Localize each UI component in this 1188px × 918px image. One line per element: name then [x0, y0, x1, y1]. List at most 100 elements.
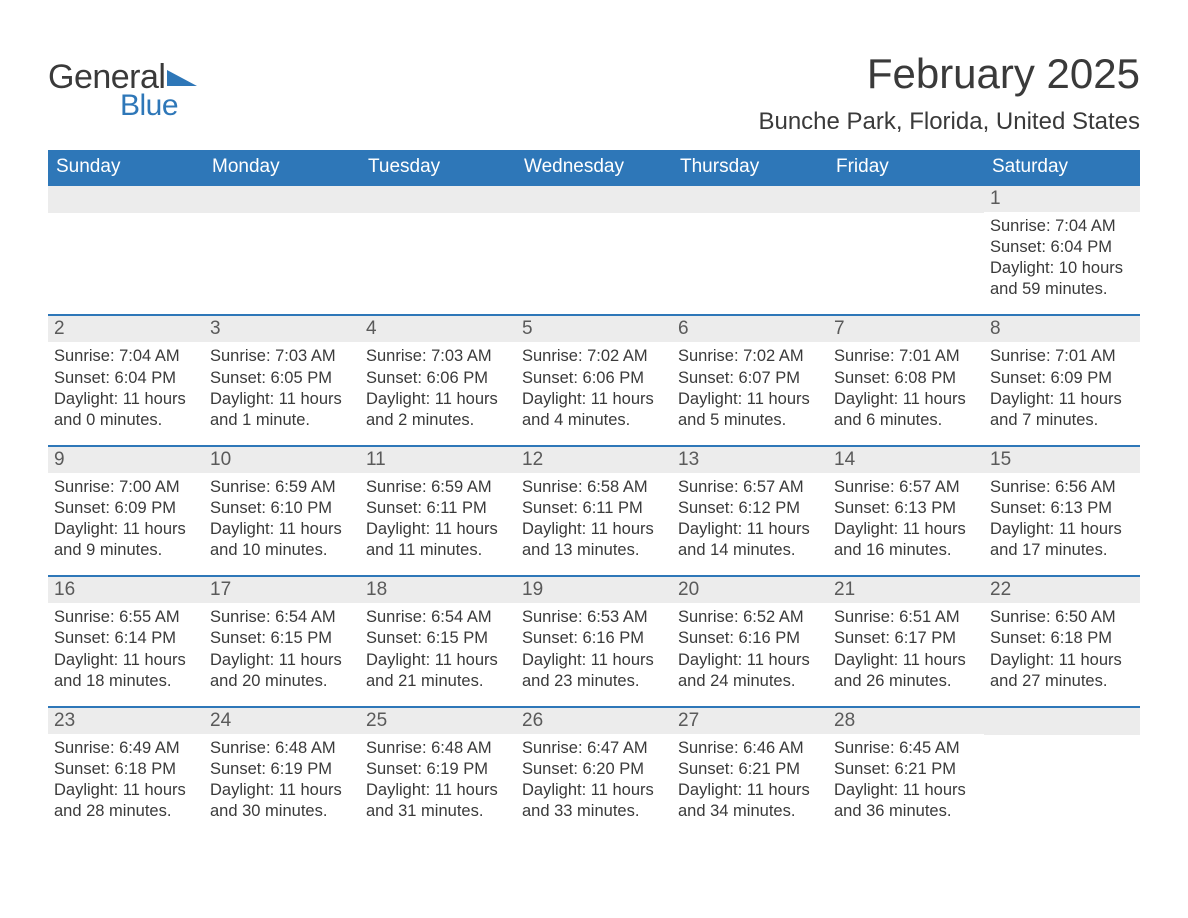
day-of-week-header: SundayMondayTuesdayWednesdayThursdayFrid…: [48, 150, 1140, 184]
day-body: Sunrise: 7:01 AMSunset: 6:09 PMDaylight:…: [984, 342, 1140, 430]
sunset-text: Sunset: 6:04 PM: [990, 237, 1134, 258]
day-number-bar: 21: [828, 577, 984, 603]
sunrise-text: Sunrise: 6:59 AM: [210, 477, 354, 498]
day-number: 20: [678, 579, 699, 600]
sunset-text: Sunset: 6:09 PM: [54, 498, 198, 519]
sunset-text: Sunset: 6:21 PM: [678, 759, 822, 780]
day-cell: 24 Sunrise: 6:48 AMSunset: 6:19 PMDayligh…: [204, 708, 360, 836]
daylight-text: Daylight: 11 hours and 9 minutes.: [54, 519, 198, 561]
daylight-text: Daylight: 11 hours and 11 minutes.: [366, 519, 510, 561]
day-number: 24: [210, 710, 231, 731]
daylight-text: Daylight: 11 hours and 17 minutes.: [990, 519, 1134, 561]
title-block: February 2025 Bunche Park, Florida, Unit…: [758, 50, 1140, 136]
daylight-text: Daylight: 11 hours and 16 minutes.: [834, 519, 978, 561]
day-number-bar: 1: [984, 186, 1140, 212]
sunrise-text: Sunrise: 6:46 AM: [678, 738, 822, 759]
day-body: Sunrise: 7:04 AMSunset: 6:04 PMDaylight:…: [48, 342, 204, 430]
day-cell: [48, 186, 204, 314]
daylight-text: Daylight: 11 hours and 20 minutes.: [210, 650, 354, 692]
day-number: 13: [678, 449, 699, 470]
day-cell: 25Sunrise: 6:48 AMSunset: 6:19 PMDayligh…: [360, 708, 516, 836]
day-cell: [672, 186, 828, 314]
day-number-bar: 28: [828, 708, 984, 734]
day-body: Sunrise: 6:57 AMSunset: 6:12 PMDaylight:…: [672, 473, 828, 561]
daylight-text: Daylight: 11 hours and 34 minutes.: [678, 780, 822, 822]
sunset-text: Sunset: 6:19 PM: [366, 759, 510, 780]
logo-text-blue: Blue: [120, 89, 178, 123]
day-number-bar: 5: [516, 316, 672, 342]
day-cell: 20Sunrise: 6:52 AMSunset: 6:16 PMDayligh…: [672, 577, 828, 705]
day-cell: 4 Sunrise: 7:03 AMSunset: 6:06 PMDaylight…: [360, 316, 516, 444]
day-cell: [984, 708, 1140, 836]
day-number: 23: [54, 710, 75, 731]
month-title: February 2025: [758, 50, 1140, 98]
day-number: 2: [54, 318, 65, 339]
day-cell: 7Sunrise: 7:01 AMSunset: 6:08 PMDaylight…: [828, 316, 984, 444]
day-number: 26: [522, 710, 543, 731]
day-cell: 17 Sunrise: 6:54 AMSunset: 6:15 PMDayligh…: [204, 577, 360, 705]
sunset-text: Sunset: 6:14 PM: [54, 628, 198, 649]
day-number-bar: 25: [360, 708, 516, 734]
sunrise-text: Sunrise: 6:53 AM: [522, 607, 666, 628]
day-cell: [204, 186, 360, 314]
sunrise-text: Sunrise: 7:02 AM: [678, 346, 822, 367]
sunrise-text: Sunrise: 6:48 AM: [366, 738, 510, 759]
empty-day-bar: [672, 186, 828, 213]
day-number: 4: [366, 318, 377, 339]
logo: General Blue: [48, 50, 197, 123]
day-cell: 13 Sunrise: 6:57 AMSunset: 6:12 PMDayligh…: [672, 447, 828, 575]
daylight-text: Daylight: 11 hours and 5 minutes.: [678, 389, 822, 431]
daylight-text: Daylight: 11 hours and 1 minute.: [210, 389, 354, 431]
sunrise-text: Sunrise: 6:45 AM: [834, 738, 978, 759]
day-body: Sunrise: 6:53 AMSunset: 6:16 PMDaylight:…: [516, 603, 672, 691]
daylight-text: Daylight: 11 hours and 14 minutes.: [678, 519, 822, 561]
day-cell: 6Sunrise: 7:02 AMSunset: 6:07 PMDaylight…: [672, 316, 828, 444]
sunrise-text: Sunrise: 6:57 AM: [678, 477, 822, 498]
sunrise-text: Sunrise: 6:59 AM: [366, 477, 510, 498]
dow-cell: Tuesday: [360, 150, 516, 184]
day-number: 1: [990, 188, 1001, 209]
day-number-bar: 23: [48, 708, 204, 734]
sunrise-text: Sunrise: 6:58 AM: [522, 477, 666, 498]
empty-day-bar: [48, 186, 204, 213]
dow-cell: Sunday: [48, 150, 204, 184]
sunset-text: Sunset: 6:15 PM: [366, 628, 510, 649]
sunset-text: Sunset: 6:04 PM: [54, 368, 198, 389]
sunset-text: Sunset: 6:07 PM: [678, 368, 822, 389]
day-number: 19: [522, 579, 543, 600]
daylight-text: Daylight: 11 hours and 0 minutes.: [54, 389, 198, 431]
day-number-bar: 24: [204, 708, 360, 734]
day-number: 17: [210, 579, 231, 600]
sunrise-text: Sunrise: 7:04 AM: [990, 216, 1134, 237]
day-body: Sunrise: 6:55 AMSunset: 6:14 PMDaylight:…: [48, 603, 204, 691]
day-number: 22: [990, 579, 1011, 600]
sunset-text: Sunset: 6:10 PM: [210, 498, 354, 519]
week-row: 23Sunrise: 6:49 AMSunset: 6:18 PMDayligh…: [48, 706, 1140, 836]
day-body: Sunrise: 6:48 AMSunset: 6:19 PMDaylight:…: [204, 734, 360, 822]
sunrise-text: Sunrise: 7:03 AM: [210, 346, 354, 367]
week-row: 1Sunrise: 7:04 AMSunset: 6:04 PMDaylight…: [48, 184, 1140, 314]
sunset-text: Sunset: 6:13 PM: [834, 498, 978, 519]
day-body: Sunrise: 6:46 AMSunset: 6:21 PMDaylight:…: [672, 734, 828, 822]
day-cell: 1Sunrise: 7:04 AMSunset: 6:04 PMDaylight…: [984, 186, 1140, 314]
day-body: Sunrise: 6:59 AMSunset: 6:11 PMDaylight:…: [360, 473, 516, 561]
day-body: Sunrise: 6:45 AMSunset: 6:21 PMDaylight:…: [828, 734, 984, 822]
sunrise-text: Sunrise: 7:01 AM: [834, 346, 978, 367]
location-subtitle: Bunche Park, Florida, United States: [758, 108, 1140, 136]
day-number-bar: 15: [984, 447, 1140, 473]
sunrise-text: Sunrise: 6:55 AM: [54, 607, 198, 628]
day-number: 25: [366, 710, 387, 731]
day-cell: 8Sunrise: 7:01 AMSunset: 6:09 PMDaylight…: [984, 316, 1140, 444]
day-body: Sunrise: 7:03 AMSunset: 6:06 PMDaylight:…: [360, 342, 516, 430]
day-number-bar: 16: [48, 577, 204, 603]
day-body: Sunrise: 6:54 AMSunset: 6:15 PMDaylight:…: [204, 603, 360, 691]
day-cell: 22Sunrise: 6:50 AMSunset: 6:18 PMDayligh…: [984, 577, 1140, 705]
sunset-text: Sunset: 6:16 PM: [522, 628, 666, 649]
day-number: 14: [834, 449, 855, 470]
weeks-container: 1Sunrise: 7:04 AMSunset: 6:04 PMDaylight…: [48, 184, 1140, 836]
day-number-bar: 3: [204, 316, 360, 342]
sunset-text: Sunset: 6:21 PM: [834, 759, 978, 780]
sunset-text: Sunset: 6:16 PM: [678, 628, 822, 649]
day-number: 5: [522, 318, 533, 339]
day-body: Sunrise: 6:56 AMSunset: 6:13 PMDaylight:…: [984, 473, 1140, 561]
